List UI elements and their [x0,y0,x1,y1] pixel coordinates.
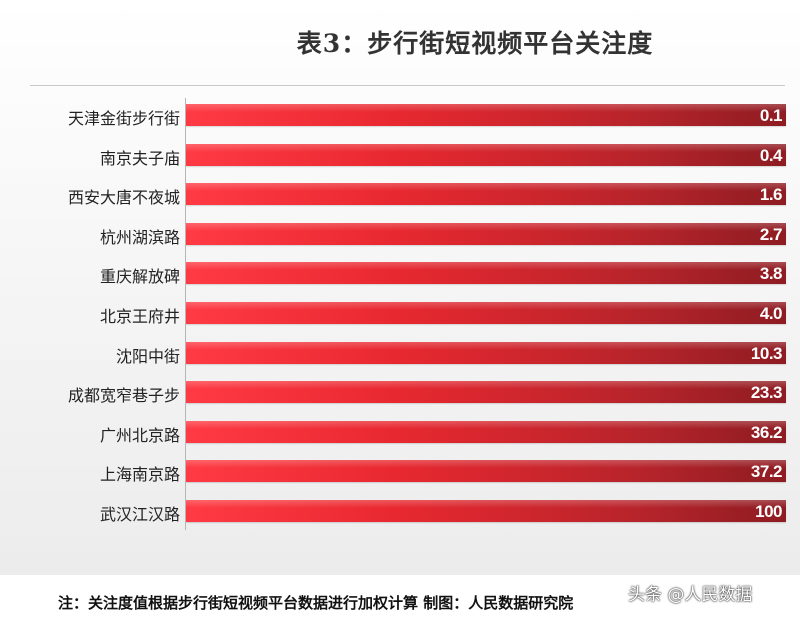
bar-highlight [186,183,786,192]
value-label: 3.8 [759,264,783,284]
bar-row: 广州北京路 36.2 [0,413,800,453]
bar [186,143,786,166]
value-label: 4.0 [759,304,783,323]
chart-title: 表3：步行街短视频平台关注度 [0,24,800,60]
bar-row: 南京夫子庙 0.4 [0,136,800,176]
category-label: 上海南京路 [99,465,180,485]
category-label: 沈阳中街 [115,346,180,366]
bar-row: 北京王府井 4.0 [0,294,800,334]
bar-highlight [186,460,786,469]
value-label: 0.4 [759,145,783,165]
bar-row: 沈阳中街 10.3 [0,334,800,374]
bar-highlight [186,341,786,350]
category-label: 杭州湖滨路 [99,227,180,247]
footnote: 注：关注度值根据步行街短视频平台数据进行加权计算 制图：人民数据研究院 [58,594,574,612]
value-label: 100 [755,502,782,521]
bar-highlight [186,302,786,310]
category-label: 广州北京路 [99,425,180,445]
value-label: 23.3 [750,383,783,403]
bar-highlight [186,104,786,112]
bar-highlight [186,222,786,231]
title-divider [30,85,785,86]
bar-row: 杭州湖滨路 2.7 [0,215,800,255]
bar-highlight [186,143,786,152]
bar [186,104,786,126]
category-label: 西安大唐不夜城 [67,188,180,208]
bar [186,500,786,522]
bar [186,460,786,483]
bar [186,183,786,206]
category-label: 天津金街步行街 [67,109,180,128]
chart-title-text: 表3：步行街短视频平台关注度 [296,29,654,58]
bar-highlight [186,381,786,390]
value-label: 37.2 [750,462,783,482]
bar-row: 天津金街步行街 0.1 [0,96,800,136]
category-label: 武汉江汉路 [99,505,180,524]
bar-row: 上海南京路 37.2 [0,452,800,492]
value-label: 36.2 [750,422,783,442]
bar [186,341,786,364]
value-label: 1.6 [759,185,783,205]
bar-row: 成都宽窄巷子步 23.3 [0,373,800,413]
bar [186,381,786,404]
bar [186,222,786,245]
category-label: 重庆解放碑 [99,267,180,287]
bar-highlight [186,262,786,271]
bar-row: 武汉江汉路 100 [0,492,800,532]
bar-row: 西安大唐不夜城 1.6 [0,175,800,215]
value-label: 10.3 [750,343,783,363]
bar-highlight [186,500,786,508]
value-label: 0.1 [759,106,783,125]
category-label: 南京夫子庙 [99,148,180,168]
bar [186,262,786,285]
category-label: 成都宽窄巷子步 [67,386,180,406]
watermark: 头条 @人民数据 [628,585,753,605]
category-label: 北京王府井 [99,307,180,326]
bar-row: 重庆解放碑 3.8 [0,254,800,294]
bar-highlight [186,420,786,429]
bar [186,420,786,443]
bar [186,302,786,324]
value-label: 2.7 [759,224,783,244]
category-axis [185,98,186,530]
